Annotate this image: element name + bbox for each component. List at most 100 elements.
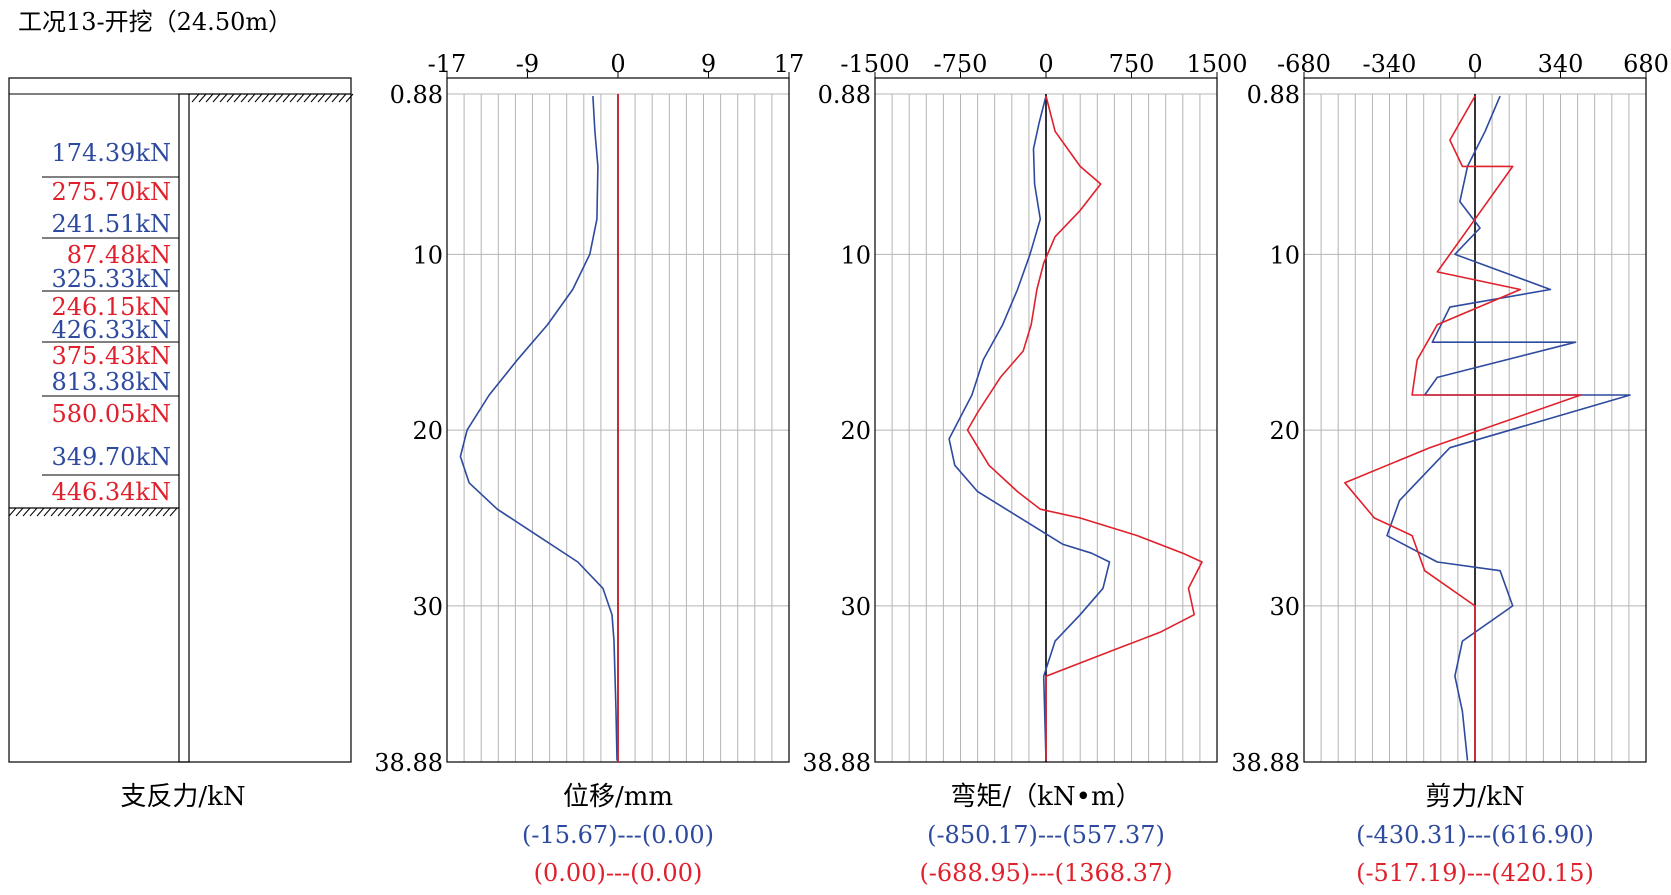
hatch-mark [317, 93, 326, 103]
series-line-red [966, 95, 1203, 761]
hatch-mark [113, 507, 122, 517]
x-tick-label: 0 [1467, 50, 1482, 78]
hatch-mark [219, 93, 228, 103]
support-force-label: 87.48kN [67, 241, 171, 269]
ground-hatch-top [189, 93, 354, 103]
hatch-mark [303, 93, 312, 103]
hatch-mark [268, 93, 277, 103]
range-summary: (-850.17)---(557.37) [927, 821, 1165, 849]
y-tick-label: 30 [412, 593, 443, 621]
hatch-mark [71, 507, 80, 517]
hatch-mark [324, 93, 333, 103]
hatch-mark [331, 93, 340, 103]
hatch-mark [338, 93, 347, 103]
page-title: 工况13-开挖（24.50m） [18, 8, 292, 36]
y-tick-label: 20 [840, 417, 871, 445]
hatch-mark [141, 507, 150, 517]
support-force-label: 275.70kN [51, 178, 171, 206]
hatch-mark [85, 507, 94, 517]
hatch-mark [247, 93, 256, 103]
hatch-mark [78, 507, 87, 517]
hatch-mark [92, 507, 101, 517]
support-force-label: 174.39kN [51, 139, 171, 167]
hatch-mark [254, 93, 263, 103]
support-force-label: 426.33kN [51, 316, 171, 344]
x-tick-label: 0 [1038, 50, 1053, 78]
series-line-blue [459, 96, 618, 761]
hatch-mark [240, 93, 249, 103]
hatch-mark [282, 93, 291, 103]
x-tick-label: 0 [610, 50, 625, 78]
support-force-label: 813.38kN [51, 368, 171, 396]
y-tick-label: 10 [412, 241, 443, 269]
support-force-label: 241.51kN [51, 210, 171, 238]
series-line-blue [948, 95, 1111, 761]
hatch-mark [212, 93, 221, 103]
hatch-mark [99, 507, 108, 517]
range-summary: (-517.19)---(420.15) [1356, 859, 1594, 887]
hatch-mark [233, 93, 242, 103]
hatch-mark [134, 507, 143, 517]
series-line-red [1344, 95, 1582, 761]
y-tick-label: 20 [1269, 417, 1300, 445]
hatch-mark [296, 93, 305, 103]
x-axis-label: 剪力/kN [1425, 782, 1524, 812]
hatch-mark [15, 507, 24, 517]
y-tick-label: 38.88 [1231, 749, 1300, 777]
support-force-label: 580.05kN [51, 400, 171, 428]
hatch-mark [275, 93, 284, 103]
range-summary: (-15.67)---(0.00) [522, 821, 714, 849]
y-tick-label: 30 [1269, 593, 1300, 621]
hatch-mark [8, 507, 17, 517]
hatch-mark [36, 507, 45, 517]
chart-panel-3: -680 -340 0 340 6800.8810203038.88剪力/kN(-430… [1231, 50, 1669, 887]
hatch-mark [106, 507, 115, 517]
range-summary: (-688.95)---(1368.37) [919, 859, 1172, 887]
hatch-mark [57, 507, 66, 517]
y-tick-label: 20 [412, 417, 443, 445]
support-panel: 174.39kN 275.70kN 241.51kN 87.48kN325.33kN2… [8, 77, 354, 812]
y-tick-label: 10 [840, 241, 871, 269]
hatch-mark [162, 507, 171, 517]
hatch-mark [120, 507, 129, 517]
y-tick-label: 30 [840, 593, 871, 621]
hatch-mark [289, 93, 298, 103]
hatch-mark [310, 93, 319, 103]
hatch-mark [191, 93, 200, 103]
support-force-label: 375.43kN [51, 342, 171, 370]
range-summary: (0.00)---(0.00) [534, 859, 703, 887]
y-tick-label: 0.88 [818, 81, 871, 109]
hatch-mark [22, 507, 31, 517]
hatch-mark [43, 507, 52, 517]
retaining-wall [178, 93, 190, 763]
x-tick-label: -9 [516, 50, 539, 78]
support-force-label: 349.70kN [51, 443, 171, 471]
hatch-mark [198, 93, 207, 103]
hatch-mark [148, 507, 157, 517]
range-summary: (-430.31)---(616.90) [1356, 821, 1594, 849]
hatch-mark [29, 507, 38, 517]
hatch-mark [155, 507, 164, 517]
x-tick-label: 9 [701, 50, 716, 78]
hatch-mark [127, 507, 136, 517]
y-tick-label: 38.88 [802, 749, 871, 777]
support-force-label: 325.33kN [51, 265, 171, 293]
chart-panel-2: -1500 -750 0 750 15000.8810203038.88弯矩/（kN•m… [802, 50, 1247, 887]
hatch-mark [50, 507, 59, 517]
x-axis-label: 位移/mm [563, 782, 673, 812]
hatch-mark [345, 93, 354, 103]
hatch-mark [205, 93, 214, 103]
hatch-mark [261, 93, 270, 103]
hatch-mark [226, 93, 235, 103]
x-axis-label: 弯矩/（kN•m） [950, 782, 1141, 812]
y-tick-label: 38.88 [374, 749, 443, 777]
support-axis-label: 支反力/kN [120, 782, 245, 812]
hatch-mark [169, 507, 178, 517]
y-tick-label: 10 [1269, 241, 1300, 269]
hatch-mark [64, 507, 73, 517]
support-force-label: 446.34kN [51, 478, 171, 506]
support-force-label: 246.15kN [51, 293, 171, 321]
y-tick-label: 0.88 [1247, 81, 1300, 109]
y-tick-label: 0.88 [390, 81, 443, 109]
